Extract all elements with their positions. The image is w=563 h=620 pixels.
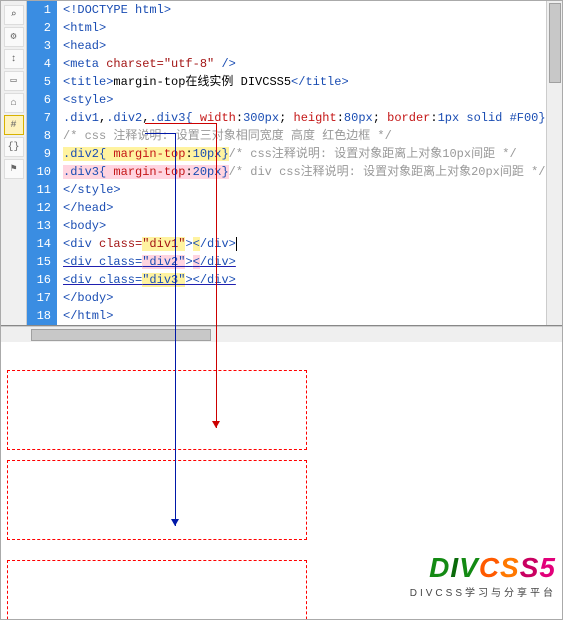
div3-box: [7, 560, 307, 619]
code-line[interactable]: <html>: [57, 19, 562, 37]
preview-panel: 10px间隔 20px间距 DIVCSS5 DIVCSS学习与分享平台: [1, 342, 562, 619]
line-number: 8: [27, 127, 57, 145]
logo-subtitle: DIVCSS学习与分享平台: [410, 584, 556, 599]
line-number: 2: [27, 19, 57, 37]
line-number: 17: [27, 289, 57, 307]
line-number: 1: [27, 1, 57, 19]
div1-box: [7, 370, 307, 450]
line-number: 15: [27, 253, 57, 271]
line-number: 9: [27, 145, 57, 163]
code-line[interactable]: <div class="div3"></div>: [57, 271, 562, 289]
line-number-gutter: 123456789101112131415161718: [27, 1, 57, 325]
code-line[interactable]: .div3{ margin-top:20px}/* div css注释说明: 设…: [57, 163, 562, 181]
tool-hash[interactable]: #: [4, 115, 24, 135]
line-number: 13: [27, 217, 57, 235]
line-number: 11: [27, 181, 57, 199]
code-line[interactable]: .div1,.div2,.div3{ width:300px; height:8…: [57, 109, 562, 127]
line-number: 6: [27, 91, 57, 109]
line-number: 10: [27, 163, 57, 181]
tool-up[interactable]: ↕: [4, 49, 24, 69]
tool-flag[interactable]: ⚑: [4, 159, 24, 179]
code-line[interactable]: <div class="div2"></div>: [57, 253, 562, 271]
line-number: 4: [27, 55, 57, 73]
code-line[interactable]: .div2{ margin-top:10px}/* css注释说明: 设置对象距…: [57, 145, 562, 163]
line-number: 14: [27, 235, 57, 253]
line-number: 5: [27, 73, 57, 91]
scrollbar-thumb[interactable]: [31, 329, 211, 341]
tool-brace[interactable]: {}: [4, 137, 24, 157]
line-number: 12: [27, 199, 57, 217]
code-line[interactable]: <div class="div1"></div>: [57, 235, 562, 253]
code-line[interactable]: </html>: [57, 307, 562, 325]
code-line[interactable]: </style>: [57, 181, 562, 199]
tool-search[interactable]: ⌕: [4, 5, 24, 25]
line-number: 3: [27, 37, 57, 55]
code-line[interactable]: </body>: [57, 289, 562, 307]
line-number: 7: [27, 109, 57, 127]
scrollbar-thumb[interactable]: [549, 3, 561, 83]
code-editor: ⌕⚙↕▭⌂#{}⚑ 123456789101112131415161718 <!…: [1, 1, 562, 326]
tool-box[interactable]: ▭: [4, 71, 24, 91]
line-number: 16: [27, 271, 57, 289]
code-line[interactable]: <body>: [57, 217, 562, 235]
demo-boxes: [7, 370, 307, 619]
scrollbar-horizontal[interactable]: [1, 326, 562, 342]
code-line[interactable]: /* css 注释说明: 设置三对象相同宽度 高度 红色边框 */: [57, 127, 562, 145]
app-frame: ⌕⚙↕▭⌂#{}⚑ 123456789101112131415161718 <!…: [0, 0, 563, 620]
line-number: 18: [27, 307, 57, 325]
editor-toolbar: ⌕⚙↕▭⌂#{}⚑: [1, 1, 27, 325]
tool-config[interactable]: ⚙: [4, 27, 24, 47]
code-area[interactable]: <!DOCTYPE html><html><head><meta charset…: [57, 1, 562, 325]
code-line[interactable]: <style>: [57, 91, 562, 109]
brand-logo: DIVCSS5 DIVCSS学习与分享平台: [410, 552, 556, 599]
scrollbar-vertical[interactable]: [546, 1, 562, 325]
code-line[interactable]: <!DOCTYPE html>: [57, 1, 562, 19]
code-line[interactable]: </head>: [57, 199, 562, 217]
code-line[interactable]: <meta charset="utf-8" />: [57, 55, 562, 73]
div2-box: [7, 460, 307, 540]
code-line[interactable]: <title>margin-top在线实例 DIVCSS5</title>: [57, 73, 562, 91]
tool-tag[interactable]: ⌂: [4, 93, 24, 113]
code-line[interactable]: <head>: [57, 37, 562, 55]
logo-text: DIVCSS5: [410, 552, 556, 584]
